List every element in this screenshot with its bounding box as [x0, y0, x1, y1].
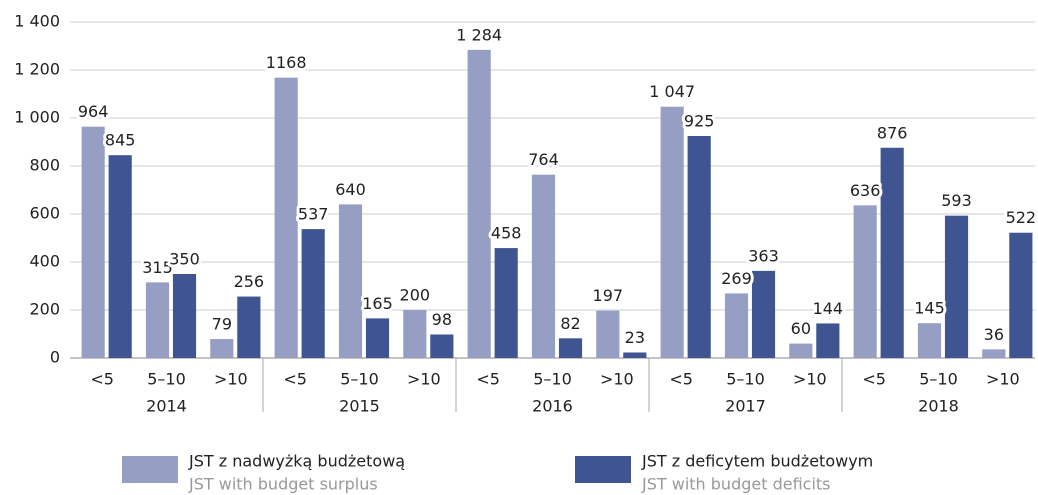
x-tick-label: 5–10: [919, 370, 958, 389]
value-label: 79: [212, 315, 232, 334]
legend-label: JST z deficytem budżetowym: [641, 452, 873, 471]
group-label: 2016: [532, 397, 573, 416]
bar: [789, 343, 813, 358]
bar: [467, 49, 491, 359]
value-label: 350: [169, 250, 200, 269]
value-label: 876: [877, 123, 908, 142]
value-label: 36: [984, 325, 1004, 344]
x-tick-label: 5–10: [533, 370, 572, 389]
y-tick-label: 600: [29, 204, 60, 223]
legend-label-en: JST with budget surplus: [188, 475, 378, 494]
bar: [531, 174, 556, 358]
bar: [145, 282, 170, 358]
value-label: 537: [298, 205, 329, 224]
x-tick-label: <5: [669, 370, 693, 389]
value-label: 640: [335, 180, 366, 199]
group-label: 2015: [339, 397, 380, 416]
group-label: 2018: [918, 397, 959, 416]
value-label: 256: [234, 272, 265, 291]
value-label: 522: [1006, 208, 1037, 227]
value-label: 363: [748, 246, 779, 265]
value-label: 764: [528, 150, 559, 169]
group-label: 2014: [146, 397, 187, 416]
group-label: 2017: [725, 397, 766, 416]
value-label: 458: [491, 224, 522, 243]
value-label: 200: [400, 286, 431, 305]
y-tick-label: 400: [29, 252, 60, 271]
bar: [687, 136, 711, 358]
value-label: 636: [850, 181, 881, 200]
x-tick-label: <5: [476, 370, 500, 389]
x-tick-label: 5–10: [147, 370, 186, 389]
y-tick-label: 800: [29, 156, 60, 175]
bar: [623, 352, 647, 358]
bar: [660, 106, 684, 358]
value-label: 269: [721, 269, 752, 288]
bar: [210, 339, 234, 358]
bar: [494, 248, 518, 358]
value-label: 1 284: [456, 25, 502, 44]
value-label: 145: [914, 299, 945, 318]
x-tick-label: <5: [283, 370, 307, 389]
x-tick-label: 5–10: [340, 370, 379, 389]
bar: [403, 310, 427, 358]
value-label: 197: [593, 286, 624, 305]
value-label: 964: [78, 102, 109, 121]
x-tick-label: <5: [90, 370, 114, 389]
bar: [338, 204, 363, 358]
x-tick-label: >10: [407, 370, 441, 389]
x-tick-label: 5–10: [726, 370, 765, 389]
bar: [853, 205, 877, 358]
bar: [816, 323, 840, 358]
legend-swatch: [575, 456, 631, 483]
x-tick-label: >10: [214, 370, 248, 389]
value-label: 144: [813, 299, 844, 318]
value-label: 60: [791, 319, 811, 338]
bar: [81, 126, 105, 358]
legend-label: JST z nadwyżką budżetową: [188, 452, 405, 471]
value-label: 315: [142, 258, 173, 277]
bar: [917, 323, 942, 358]
bar: [751, 270, 776, 358]
bar: [237, 296, 261, 358]
bar: [558, 338, 583, 358]
bar: [172, 274, 197, 358]
value-label: 165: [362, 294, 393, 313]
y-tick-label: 1 000: [14, 108, 60, 127]
value-label: 98: [432, 310, 452, 329]
value-label: 593: [941, 191, 972, 210]
legend-label-en: JST with budget deficits: [641, 475, 831, 494]
x-tick-label: <5: [862, 370, 886, 389]
value-label: 925: [684, 112, 715, 131]
bar: [430, 334, 454, 358]
y-tick-label: 200: [29, 300, 60, 319]
y-tick-label: 0: [50, 348, 60, 367]
bar: [944, 215, 969, 358]
bar: [365, 318, 390, 358]
value-label: 1168: [266, 53, 307, 72]
x-tick-label: >10: [986, 370, 1020, 389]
value-label: 23: [625, 328, 645, 347]
bar: [1009, 232, 1033, 358]
value-label: 845: [105, 131, 136, 150]
bar: [274, 77, 298, 359]
y-tick-label: 1 200: [14, 60, 60, 79]
legend-swatch: [122, 456, 178, 483]
bar: [108, 155, 132, 358]
bar: [880, 147, 904, 358]
bar: [301, 229, 325, 358]
value-label: 82: [560, 314, 580, 333]
x-tick-label: >10: [600, 370, 634, 389]
bar: [596, 310, 620, 358]
bar: [982, 349, 1006, 358]
value-label: 1 047: [649, 82, 695, 101]
y-tick-label: 1 400: [14, 12, 60, 31]
x-tick-label: >10: [793, 370, 827, 389]
bar: [724, 293, 749, 358]
